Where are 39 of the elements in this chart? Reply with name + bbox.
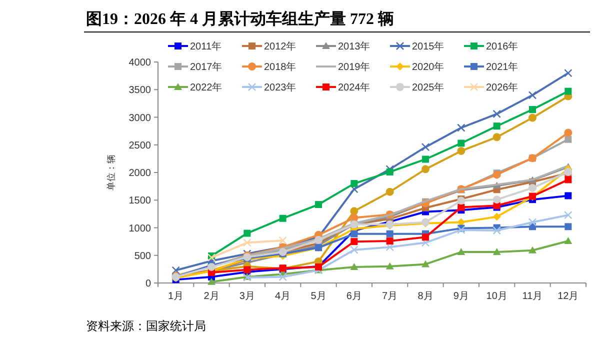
legend-label: 2020年: [412, 61, 444, 73]
legend-label: 2022年: [190, 82, 222, 94]
y-tick-label: 1500: [128, 196, 152, 207]
y-tick-label: 4000: [128, 58, 152, 68]
x-tick-label: 2月: [204, 291, 220, 302]
legend-label: 2012年: [264, 40, 296, 52]
chart-title: 图19：2026 年 4 月累计动车组生产量 772 辆: [86, 10, 394, 28]
y-tick-label: 1000: [128, 223, 152, 234]
legend-label: 2011年: [190, 40, 222, 52]
legend-label: 2026年: [486, 82, 518, 94]
x-tick-label: 7月: [382, 291, 398, 302]
x-tick-label: 9月: [453, 291, 469, 302]
y-tick-label: 2000: [128, 168, 152, 179]
y-tick-label: 0: [145, 278, 152, 290]
x-tick-label: 12月: [558, 291, 579, 302]
legend-label: 2016年: [486, 40, 518, 52]
legend-label: 2025年: [412, 82, 444, 94]
y-tick-label: 2500: [128, 140, 152, 152]
legend-label: 2017年: [190, 61, 222, 73]
x-tick-label: 5月: [310, 291, 326, 302]
legend-label: 2019年: [338, 61, 370, 73]
y-axis-title: 单位：辆: [106, 154, 116, 190]
x-tick-label: 1月: [168, 291, 184, 302]
legend-label: 2024年: [338, 82, 370, 94]
text: 资料来源：国家统计局: [86, 319, 206, 333]
legend-label: 2021年: [486, 61, 518, 73]
y-tick-label: 500: [134, 250, 152, 262]
x-tick-label: 11月: [522, 291, 543, 302]
x-tick-label: 10月: [486, 291, 508, 302]
x-tick-label: 8月: [418, 291, 434, 302]
x-tick-label: 6月: [346, 291, 362, 302]
x-tick-label: 3月: [239, 291, 255, 302]
legend-label: 2023年: [264, 82, 296, 94]
legend-label: 2015年: [412, 40, 444, 52]
legend-label: 2013年: [338, 40, 370, 52]
y-tick-label: 3500: [128, 85, 152, 96]
legend-label: 2018年: [264, 61, 296, 73]
x-tick-label: 4月: [275, 291, 291, 302]
y-tick-label: 3000: [128, 112, 152, 124]
